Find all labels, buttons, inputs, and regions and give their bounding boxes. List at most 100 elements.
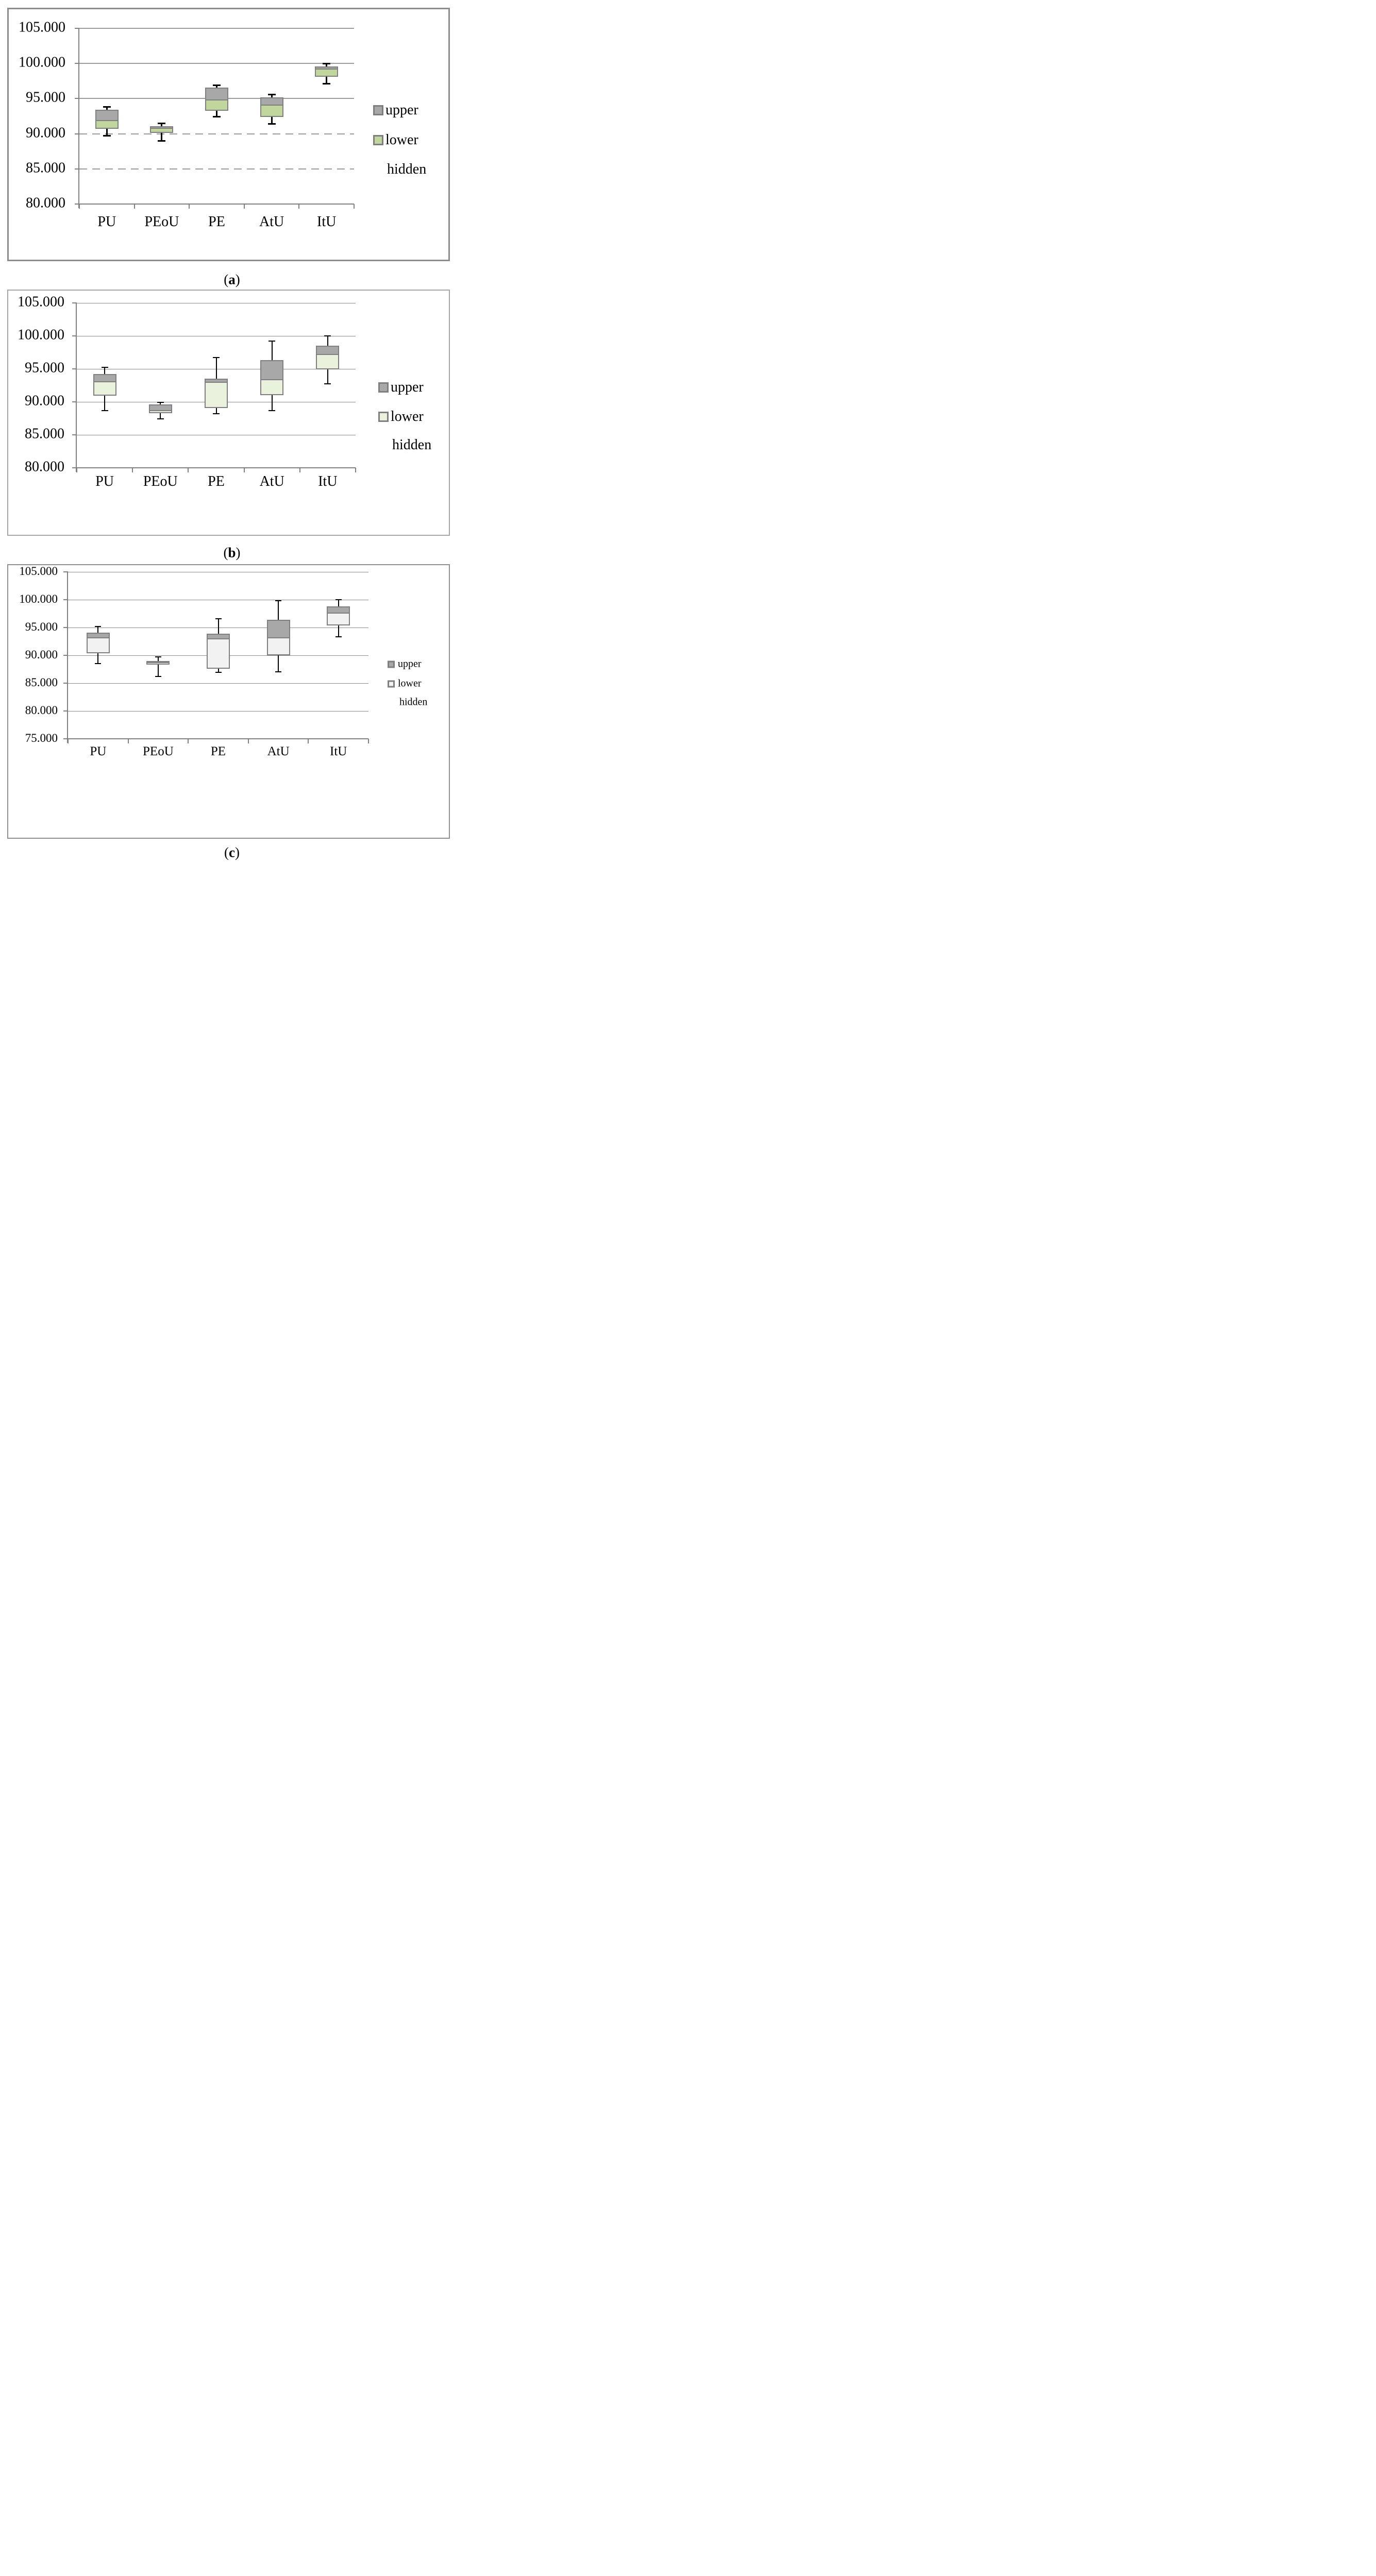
x-axis-label-AtU: AtU: [267, 744, 290, 758]
y-axis-line: [76, 303, 77, 472]
x-tick-2: [188, 468, 189, 472]
y-axis-label-80.000: 80.000: [26, 195, 65, 211]
y-tick-80.000: [72, 467, 77, 468]
x-axis-label-PE: PE: [210, 744, 226, 758]
whisker-upper-PE: [215, 358, 217, 379]
caption-c: (c): [224, 844, 240, 860]
y-axis-label-90.000: 90.000: [26, 125, 65, 141]
whisker-cap-low-ItU: [335, 636, 342, 638]
y-axis-label-85.000: 85.000: [26, 160, 65, 176]
y-tick-85.000: [75, 168, 79, 170]
whisker-cap-high-PE: [213, 357, 220, 359]
y-tick-105.000: [63, 571, 68, 572]
box-upper-segment-AtU: [261, 361, 283, 380]
box-PE: [207, 633, 230, 669]
box-upper-segment-PU: [87, 633, 109, 638]
whisker-upper-ItU: [326, 63, 328, 66]
y-axis-label-105.000: 105.000: [19, 19, 65, 36]
whisker-lower-ItU: [338, 625, 339, 637]
upper-swatch-icon: [373, 105, 383, 115]
gridline-85.000: [68, 683, 368, 684]
x-axis-label-PU: PU: [90, 744, 107, 758]
box-ItU: [316, 346, 340, 370]
y-tick-75.000: [63, 738, 68, 739]
whisker-cap-low-AtU: [267, 123, 276, 125]
legend-label-hidden: hidden: [392, 437, 432, 453]
legend-label-lower: lower: [391, 409, 424, 425]
y-axis-label-90.000: 90.000: [25, 648, 58, 661]
whisker-cap-high-PEoU: [158, 122, 166, 124]
box-upper-segment-PEoU: [151, 127, 173, 129]
y-axis-label-100.000: 100.000: [19, 592, 58, 605]
y-axis-label-95.000: 95.000: [25, 360, 64, 376]
whisker-lower-PEoU: [161, 133, 163, 141]
whisker-lower-PE: [215, 408, 217, 414]
y-tick-80.000: [63, 710, 68, 711]
x-axis-label-ItU: ItU: [330, 744, 347, 758]
lower-swatch-icon: [373, 135, 383, 145]
x-tick-0: [76, 468, 77, 472]
whisker-lower-ItU: [327, 369, 328, 384]
whisker-cap-high-AtU: [269, 341, 276, 342]
y-tick-85.000: [63, 683, 68, 684]
whisker-cap-high-ItU: [323, 62, 331, 64]
y-tick-100.000: [72, 335, 77, 336]
box-AtU: [260, 97, 283, 117]
whisker-upper-PU: [97, 626, 99, 633]
box-upper-segment-PEoU: [147, 662, 169, 663]
box-PU: [93, 374, 116, 396]
x-axis-line: [79, 204, 354, 205]
box-upper-segment-ItU: [316, 67, 338, 70]
y-tick-100.000: [75, 63, 79, 64]
plot-area: 105.000 100.000 95.000 90.000 85.000 80.000: [18, 294, 356, 475]
whisker-lower-AtU: [271, 395, 273, 411]
caption-b: (b): [223, 545, 241, 561]
x-tick-5: [368, 739, 369, 743]
y-tick-90.000: [75, 133, 79, 134]
whisker-upper-AtU: [278, 601, 279, 620]
chart-panel-b: 105.000 100.000 95.000 90.000 85.000 80.000 u…: [7, 290, 450, 536]
y-tick-100.000: [63, 599, 68, 600]
legend-label-upper: upper: [385, 102, 418, 118]
whisker-cap-low-AtU: [269, 410, 276, 411]
y-axis-label-80.000: 80.000: [25, 703, 58, 717]
legend-label-upper: upper: [391, 379, 424, 395]
legend-item-hidden: hidden: [399, 697, 427, 708]
x-axis-label-PEoU: PEoU: [143, 744, 174, 758]
whisker-lower-PU: [106, 129, 108, 136]
whisker-cap-low-PE: [213, 413, 220, 415]
box-PU: [95, 110, 119, 129]
x-tick-2: [189, 204, 190, 209]
box-upper-segment-PU: [94, 375, 115, 382]
box-upper-segment-PE: [208, 634, 229, 639]
whisker-upper-PEoU: [161, 123, 163, 126]
whisker-upper-AtU: [271, 94, 273, 97]
whisker-cap-high-ItU: [324, 335, 331, 336]
box-upper-segment-PEoU: [149, 405, 171, 411]
y-axis-label-85.000: 85.000: [25, 675, 58, 689]
legend-item-lower: lower: [378, 409, 424, 425]
y-tick-105.000: [72, 302, 77, 303]
legend-label-upper: upper: [398, 658, 422, 670]
box-AtU: [266, 619, 290, 655]
plot-area: 105.000 100.000 95.000 90.000 85.000 80.000 75…: [19, 565, 369, 744]
x-tick-4: [308, 739, 309, 743]
whisker-cap-high-PEoU: [155, 656, 161, 658]
y-axis-label-105.000: 105.000: [19, 564, 58, 578]
box-upper-segment-PU: [96, 111, 118, 122]
whisker-lower-AtU: [278, 655, 279, 672]
lower-swatch-icon: [388, 680, 395, 687]
y-axis-label-95.000: 95.000: [25, 620, 58, 633]
x-tick-5: [355, 468, 356, 472]
x-tick-4: [299, 468, 300, 472]
box-ItU: [315, 66, 339, 77]
whisker-cap-low-PEoU: [157, 418, 164, 420]
whisker-upper-PE: [216, 85, 217, 88]
y-axis-label-100.000: 100.000: [19, 54, 65, 71]
gridline-90.000: [79, 133, 354, 134]
y-tick-95.000: [72, 368, 77, 369]
box-ItU: [327, 606, 350, 625]
legend-item-upper: upper: [373, 102, 418, 118]
x-axis-label-ItU: ItU: [317, 214, 337, 230]
y-tick-95.000: [63, 627, 68, 628]
